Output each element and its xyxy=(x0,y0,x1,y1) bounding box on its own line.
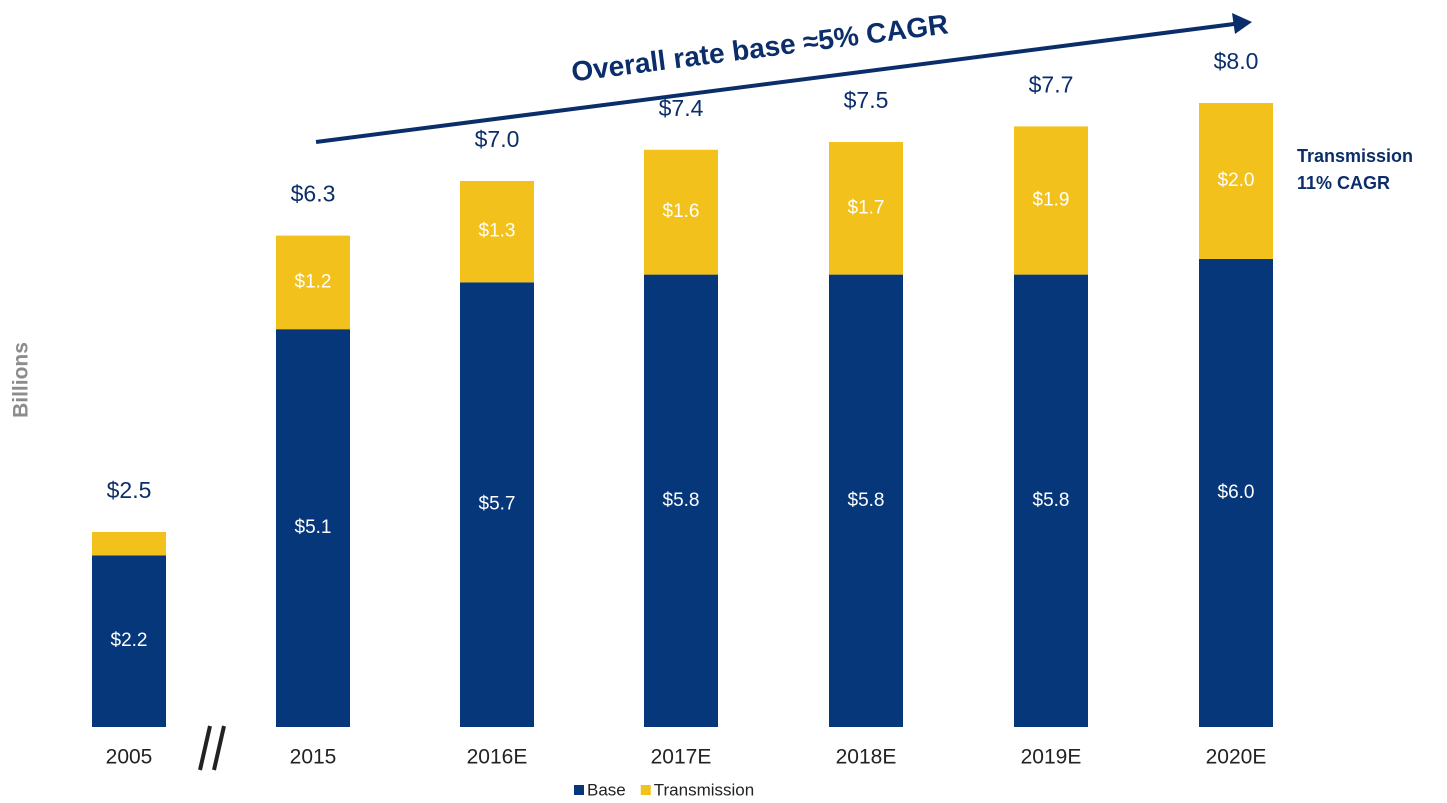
bar-segment xyxy=(829,274,903,727)
y-axis-label: Billions xyxy=(10,342,33,418)
bar-segment xyxy=(1014,274,1088,727)
x-tick-label: 2020E xyxy=(1206,746,1267,769)
bar-segment xyxy=(644,149,718,275)
segment-label: $5.8 xyxy=(1033,490,1070,511)
bar-segment xyxy=(1199,103,1273,259)
segment-label: $2.2 xyxy=(111,630,148,651)
side-note: 11% CAGR xyxy=(1297,173,1390,193)
bar-segment xyxy=(829,142,903,275)
total-label: $6.3 xyxy=(291,181,336,207)
bar-segment xyxy=(276,235,350,330)
total-label: $8.0 xyxy=(1214,48,1259,74)
legend-swatch xyxy=(574,785,584,795)
x-tick-label: 2015 xyxy=(290,746,337,769)
segment-label: $1.3 xyxy=(479,221,516,242)
segment-label: $5.8 xyxy=(663,490,700,511)
total-label: $7.5 xyxy=(844,87,889,113)
segment-label: $1.2 xyxy=(295,271,332,292)
total-label: $7.0 xyxy=(475,126,520,152)
bar-segment xyxy=(1199,259,1273,727)
legend-label: Base xyxy=(587,780,626,799)
total-label: $7.4 xyxy=(659,95,704,121)
bar-segment xyxy=(460,181,534,283)
x-tick-label: 2016E xyxy=(467,746,528,769)
x-tick-label: 2017E xyxy=(651,746,712,769)
trend-arrow xyxy=(315,22,1235,144)
axis-break xyxy=(212,725,226,771)
x-tick-label: 2018E xyxy=(836,746,897,769)
chart-title: Overall rate base ≈5% CAGR xyxy=(570,8,950,87)
segment-label: $6.0 xyxy=(1218,482,1255,503)
bar-segment xyxy=(460,282,534,727)
bar-segment xyxy=(1014,126,1088,275)
total-label: $2.5 xyxy=(107,477,152,503)
legend-label: Transmission xyxy=(654,780,754,799)
bar-segment xyxy=(92,532,166,556)
segment-label: $5.7 xyxy=(479,494,516,515)
bar-segment xyxy=(92,555,166,727)
axis-break xyxy=(198,725,212,771)
bar-segment xyxy=(644,274,718,727)
x-tick-label: 2019E xyxy=(1021,746,1082,769)
trend-arrowhead xyxy=(1232,13,1252,34)
segment-label: $1.9 xyxy=(1033,190,1070,211)
segment-label: $1.7 xyxy=(848,197,885,218)
x-tick-label: 2005 xyxy=(106,746,153,769)
bar-segment xyxy=(276,329,350,727)
side-note: Transmission xyxy=(1297,146,1413,166)
legend-swatch xyxy=(640,785,651,795)
segment-label: $2.0 xyxy=(1218,170,1255,191)
total-label: $7.7 xyxy=(1029,71,1074,97)
segment-label: $1.6 xyxy=(663,201,700,222)
segment-label: $5.1 xyxy=(295,517,332,538)
segment-label: $5.8 xyxy=(848,490,885,511)
